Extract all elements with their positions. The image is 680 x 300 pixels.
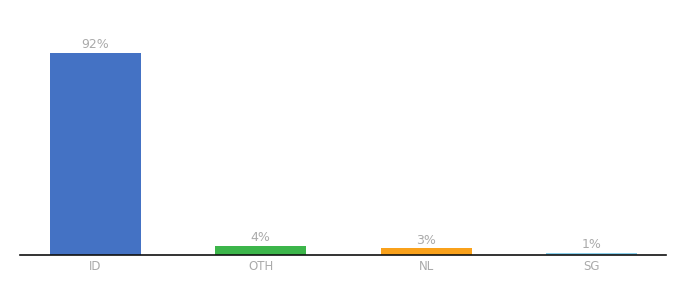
Bar: [50, 52, 141, 255]
Text: 3%: 3%: [416, 234, 436, 247]
Text: 1%: 1%: [581, 238, 602, 251]
Bar: [546, 253, 637, 255]
Text: 4%: 4%: [251, 231, 271, 244]
Bar: [215, 246, 306, 255]
Bar: [381, 248, 472, 255]
Text: 92%: 92%: [82, 38, 109, 51]
